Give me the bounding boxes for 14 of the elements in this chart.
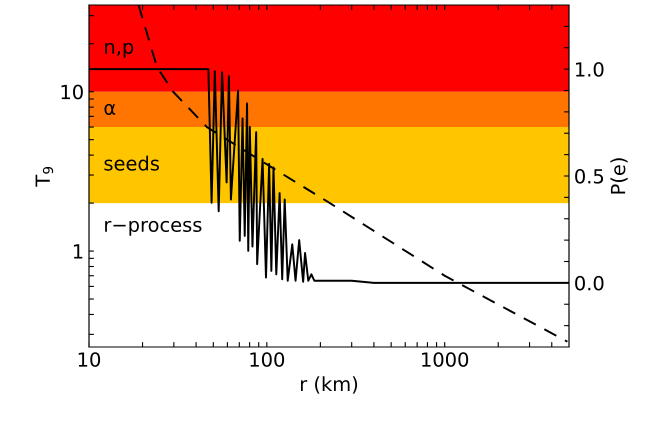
x-axis-title: r (km) [300, 376, 358, 394]
y2-tick-label: 1.0 [576, 62, 604, 77]
x-tick-label: 10 [78, 352, 100, 367]
y2-tick-label: 0.5 [575, 168, 604, 184]
band-label: n,p [105, 42, 134, 58]
band-label: seeds [104, 156, 159, 171]
annotation: r−process [105, 220, 202, 236]
y-axis-title: T$_{9}$ [36, 166, 54, 187]
x-tick-label: 1000 [422, 352, 468, 367]
y2-axis-title: P(e) [610, 158, 628, 194]
y2-tick-label: 0.0 [575, 276, 604, 291]
band-label: α [104, 104, 116, 115]
x-tick-label: 100 [250, 352, 284, 367]
y-tick-label: 1 [74, 244, 82, 258]
